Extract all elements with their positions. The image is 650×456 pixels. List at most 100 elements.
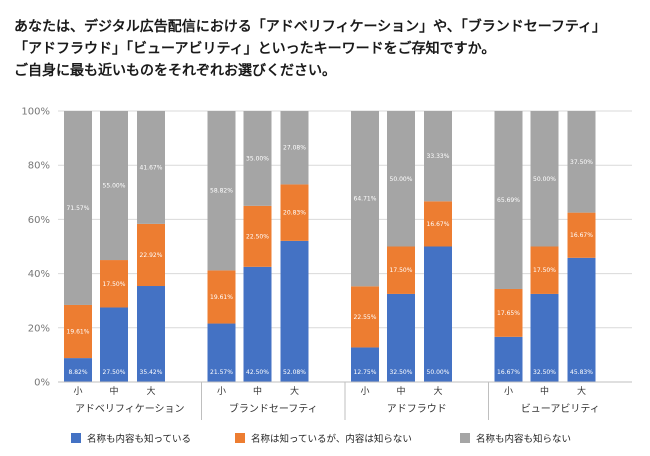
data-label: 21.57%: [210, 369, 233, 376]
question-line-3: ご自身に最も近いものをそれぞれお選びください。: [14, 63, 336, 79]
bar-segment: [494, 336, 523, 382]
bar-segment: [567, 257, 596, 382]
bar-segment: [100, 307, 128, 382]
y-tick-label: 60%: [28, 215, 50, 226]
chart-legend: 名称も内容も知っている 名称は知っているが、内容は知らない 名称も内容も知らない: [0, 431, 650, 447]
bar-segment: [64, 304, 92, 359]
legend-item-known: 名称も内容も知っている: [71, 431, 191, 445]
data-label: 50.00%: [390, 176, 413, 183]
bar-segment: [530, 293, 559, 382]
data-label: 12.75%: [354, 369, 377, 376]
data-label: 27.08%: [283, 145, 306, 152]
group-label: ビューアビリティ: [521, 403, 600, 415]
legend-swatch-known: [71, 433, 81, 443]
data-label: 27.50%: [103, 369, 126, 376]
data-label: 52.08%: [283, 369, 306, 376]
bar-segment: [207, 270, 236, 324]
y-tick-label: 80%: [28, 161, 50, 172]
category-tick-label: 中: [540, 385, 549, 397]
data-label: 45.83%: [570, 369, 593, 376]
data-label: 37.50%: [570, 159, 593, 166]
y-tick-label: 100%: [21, 107, 50, 118]
question-line-1: あなたは、デジタル広告配信における「アドベリフィケーション」や、「ブランドセーフ…: [14, 19, 607, 35]
data-label: 16.67%: [427, 221, 450, 228]
legend-swatch-name-only: [235, 433, 245, 443]
data-label: 17.50%: [390, 267, 413, 274]
category-tick-label: 小: [360, 386, 369, 397]
data-label: 22.92%: [140, 252, 163, 259]
data-label: 32.50%: [533, 369, 556, 376]
bar-segment: [387, 293, 415, 382]
data-label: 22.55%: [354, 314, 377, 321]
bar-segment: [243, 111, 272, 206]
category-tick-label: 大: [577, 385, 586, 397]
legend-item-name-only: 名称は知っているが、内容は知らない: [235, 431, 412, 445]
group-label: アドベリフィケーション: [75, 403, 185, 415]
data-label: 71.57%: [67, 205, 90, 212]
bar-segment: [137, 223, 165, 287]
category-tick-label: 小: [217, 386, 226, 397]
y-tick-label: 0%: [34, 378, 50, 389]
legend-item-unknown: 名称も内容も知らない: [460, 431, 571, 445]
legend-label-known: 名称も内容も知っている: [87, 434, 192, 445]
category-tick-label: 大: [290, 385, 299, 397]
bar-segment: [351, 347, 379, 382]
bar-segment: [424, 201, 452, 247]
data-label: 20.83%: [283, 210, 306, 217]
bar-segment: [494, 288, 523, 337]
data-label: 33.33%: [427, 153, 450, 160]
group-label: アドフラウド: [387, 403, 447, 415]
bar-segment: [100, 111, 128, 261]
data-label: 65.69%: [497, 197, 520, 204]
category-tick-label: 中: [253, 385, 262, 397]
bar-segment: [243, 266, 272, 382]
data-label: 41.67%: [140, 164, 163, 171]
data-label: 19.61%: [67, 329, 90, 336]
bar-segment: [424, 246, 452, 382]
category-tick-label: 小: [504, 386, 513, 397]
legend-swatch-unknown: [460, 433, 470, 443]
y-tick-label: 20%: [28, 323, 50, 334]
bar-segment: [387, 246, 415, 294]
bar-segment: [137, 286, 165, 382]
bar-segment: [530, 246, 559, 294]
data-label: 16.67%: [497, 369, 520, 376]
data-label: 35.00%: [246, 155, 269, 162]
bar-segment: [207, 323, 236, 382]
bar-segment: [243, 205, 272, 267]
category-tick-label: 大: [433, 385, 442, 397]
category-tick-label: 中: [396, 385, 405, 397]
bar-segment: [351, 286, 379, 348]
bar-segment: [100, 260, 128, 308]
data-label: 64.71%: [354, 196, 377, 203]
data-label: 50.00%: [533, 176, 556, 183]
bar-segment: [567, 212, 596, 258]
legend-label-name-only: 名称は知っているが、内容は知らない: [251, 434, 412, 445]
bar-segment: [137, 110, 165, 224]
bar-segment: [207, 111, 236, 271]
bar-segment: [424, 111, 452, 202]
data-label: 17.65%: [497, 310, 520, 317]
category-tick-label: 小: [73, 386, 82, 397]
data-label: 8.82%: [68, 369, 87, 376]
question-line-2: 「アドフラウド」「ビューアビリティ」といったキーワードをご存知ですか。: [14, 41, 496, 57]
data-label: 32.50%: [390, 369, 413, 376]
bar-segment: [64, 358, 92, 382]
data-label: 17.50%: [533, 267, 556, 274]
category-tick-label: 大: [146, 385, 155, 397]
group-label: ブランドセーフティ: [229, 402, 318, 415]
data-label: 50.00%: [427, 369, 450, 376]
category-tick-label: 中: [109, 385, 118, 397]
survey-question: あなたは、デジタル広告配信における「アドベリフィケーション」や、「ブランドセーフ…: [14, 16, 644, 82]
bar-segment: [280, 240, 309, 382]
bar-segment: [530, 111, 559, 247]
legend-label-unknown: 名称も内容も知らない: [476, 434, 572, 445]
data-label: 42.50%: [246, 369, 269, 376]
data-label: 19.61%: [210, 294, 233, 301]
bar-segment: [64, 111, 92, 305]
data-label: 35.42%: [140, 369, 163, 376]
bar-segment: [351, 110, 379, 287]
data-label: 55.00%: [103, 183, 126, 190]
data-label: 17.50%: [103, 281, 126, 288]
